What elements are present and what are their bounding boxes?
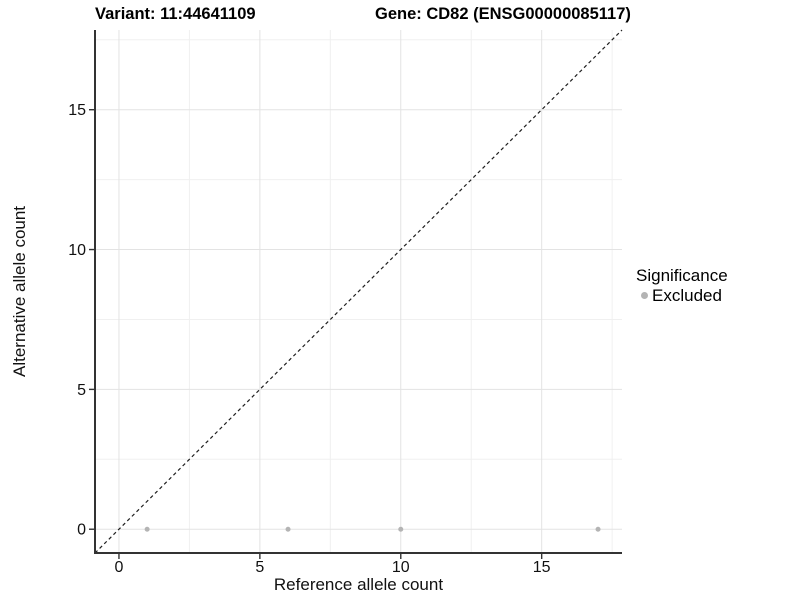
y-tick-label: 10: [68, 242, 86, 259]
y-axis-tick-labels: 0 5 10 15: [68, 102, 86, 539]
data-point: [285, 526, 291, 532]
x-axis-label: Reference allele count: [274, 575, 443, 594]
legend-item-excluded: Excluded: [641, 286, 728, 305]
x-tick-label: 10: [392, 559, 410, 576]
y-tick-label: 5: [77, 382, 86, 399]
legend-point-icon: [641, 292, 648, 299]
plot-title-variant: Variant: 11:44641109: [95, 5, 256, 23]
x-tick-label: 5: [255, 559, 264, 576]
axis-lines: [94, 30, 622, 554]
data-point: [144, 526, 150, 532]
axis-tick-marks: [89, 109, 543, 559]
legend-item-label: Excluded: [652, 286, 722, 305]
x-tick-label: 0: [115, 559, 124, 576]
gridlines-minor: [95, 30, 622, 553]
x-tick-label: 15: [533, 559, 551, 576]
data-point: [595, 526, 601, 532]
legend-title: Significance: [636, 266, 728, 285]
y-tick-label: 15: [68, 102, 86, 119]
y-tick-label: 0: [77, 522, 86, 539]
gridlines-major: [95, 30, 622, 553]
data-point: [398, 526, 404, 532]
x-axis-tick-labels: 0 5 10 15: [115, 559, 551, 576]
legend: Significance Excluded: [636, 266, 728, 305]
identity-dashed-line: [94, 29, 623, 554]
data-points: [144, 526, 601, 532]
y-axis-label: Alternative allele count: [10, 206, 29, 377]
plot-title-gene: Gene: CD82 (ENSG00000085117): [375, 5, 631, 23]
